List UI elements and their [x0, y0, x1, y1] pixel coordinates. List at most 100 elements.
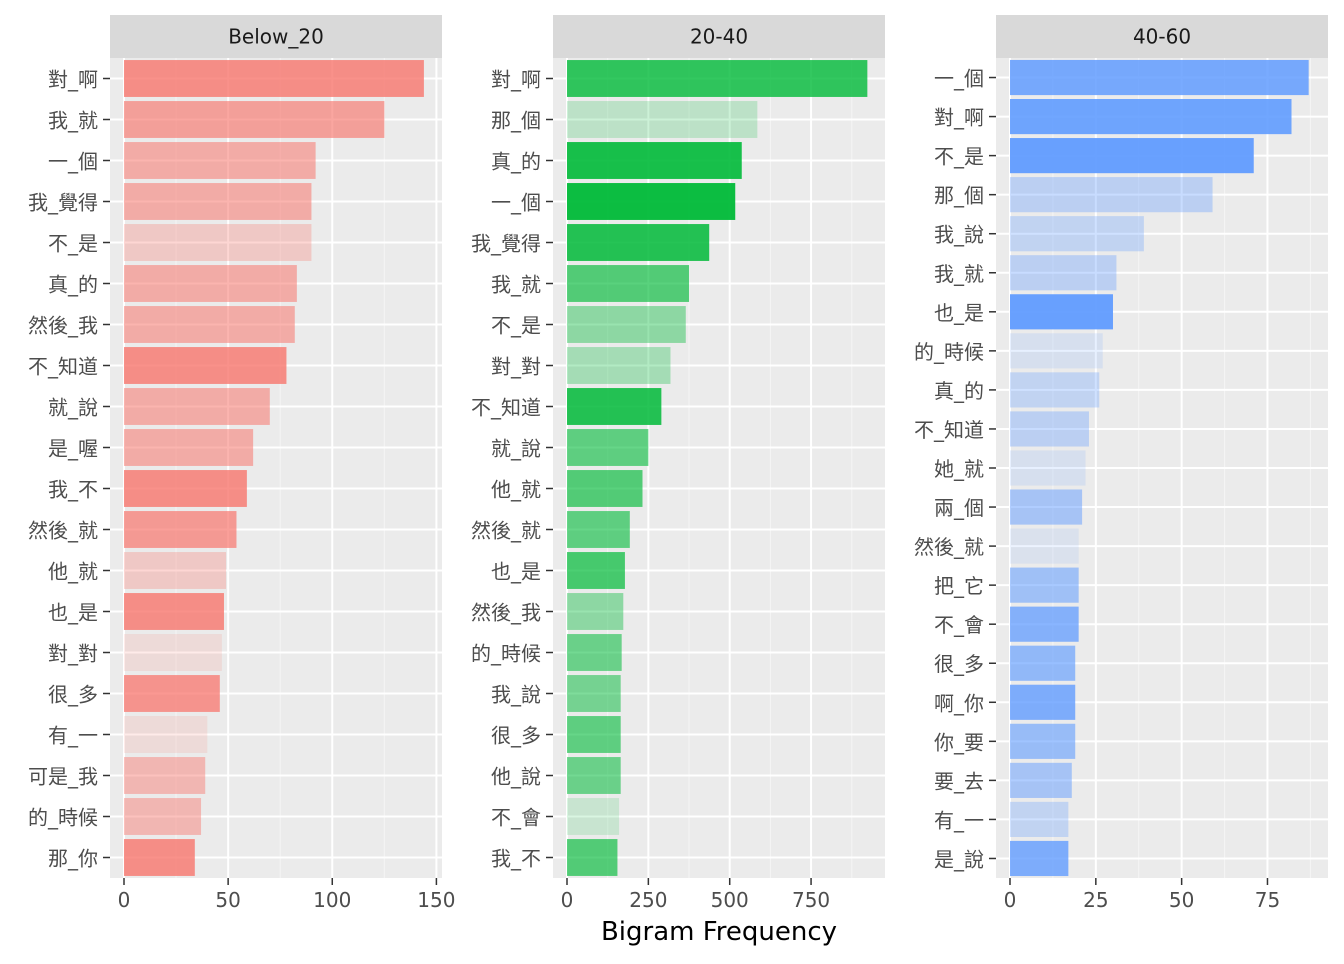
bar-5: [567, 265, 690, 302]
bar-9: [1010, 411, 1089, 447]
bar-16: [1010, 684, 1076, 720]
facet-strip-title: Below_20: [228, 25, 324, 49]
y-tick-label: 我_就: [491, 273, 541, 297]
bar-2: [1010, 138, 1254, 174]
bar-1: [124, 101, 385, 138]
bar-19: [567, 839, 618, 876]
x-tick-label: 250: [629, 888, 667, 912]
facet-strip: [110, 15, 442, 58]
y-tick-label: 的_時候: [471, 642, 541, 666]
y-tick-label: 她_就: [934, 457, 984, 481]
y-tick-label: 啊_你: [934, 691, 984, 715]
bar-4: [124, 224, 312, 261]
y-tick-label: 就_說: [48, 396, 98, 420]
bar-11: [567, 511, 630, 548]
y-tick-label: 就_說: [491, 437, 541, 461]
y-tick-label: 我_就: [934, 262, 984, 286]
y-tick-label: 真_的: [934, 379, 984, 403]
y-tick-label: 然後_我: [471, 601, 541, 625]
bar-6: [124, 306, 295, 343]
facet-panel-0: Below_20 對_啊我_就一_個我_覺得不_是真_的然後_我不_知道就_說是_…: [28, 15, 455, 912]
x-tick-label: 0: [1004, 888, 1017, 912]
bar-19: [1010, 801, 1069, 837]
y-tick-label: 有_一: [934, 808, 984, 832]
y-tick-label: 他_就: [48, 560, 98, 584]
y-tick-label: 那_個: [934, 184, 984, 208]
bar-2: [567, 142, 742, 179]
bar-16: [567, 716, 621, 753]
bar-7: [124, 347, 287, 384]
y-tick-label: 的_時候: [914, 340, 984, 364]
bar-12: [567, 552, 625, 589]
y-tick-label: 可是_我: [28, 765, 98, 789]
bar-5: [1010, 255, 1117, 291]
bar-3: [124, 183, 312, 220]
bar-0: [567, 60, 868, 97]
bar-17: [124, 757, 206, 794]
y-tick-label: 對_啊: [934, 106, 984, 130]
bar-14: [567, 634, 622, 671]
bar-13: [124, 593, 224, 630]
bar-9: [124, 429, 254, 466]
panel-background: [110, 58, 442, 878]
y-tick-label: 對_啊: [491, 68, 541, 92]
bar-14: [124, 634, 222, 671]
y-tick-label: 不_是: [934, 145, 984, 169]
y-tick-label: 是_喔: [48, 437, 98, 461]
bar-0: [1010, 59, 1309, 96]
y-tick-label: 那_個: [491, 109, 541, 133]
y-tick-label: 也_是: [48, 601, 98, 625]
bar-1: [567, 101, 758, 138]
bar-2: [124, 142, 316, 179]
bar-16: [124, 716, 208, 753]
y-tick-label: 然後_就: [471, 519, 541, 543]
y-tick-label: 我_說: [934, 223, 984, 247]
y-tick-label: 不_會: [934, 613, 984, 637]
bar-4: [1010, 216, 1144, 252]
bar-18: [1010, 762, 1072, 798]
bar-8: [124, 388, 270, 425]
x-tick-label: 750: [792, 888, 830, 912]
bar-13: [567, 593, 624, 630]
bar-9: [567, 429, 649, 466]
x-tick-label: 500: [711, 888, 749, 912]
facet-strip-title: 40-60: [1133, 25, 1191, 49]
bar-17: [567, 757, 621, 794]
y-tick-label: 然後_我: [28, 314, 98, 338]
y-tick-label: 真_的: [48, 273, 98, 297]
bar-10: [1010, 450, 1086, 486]
bar-15: [567, 675, 621, 712]
bar-18: [567, 798, 620, 835]
bar-1: [1010, 99, 1292, 135]
y-tick-label: 不_是: [491, 314, 541, 338]
bar-8: [567, 388, 662, 425]
bar-20: [1010, 840, 1069, 877]
bar-12: [124, 552, 227, 589]
y-tick-label: 我_覺得: [28, 191, 98, 215]
x-tick-label: 0: [118, 888, 131, 912]
bar-7: [567, 347, 671, 384]
y-tick-label: 不_知道: [28, 355, 98, 379]
facet-strip: [996, 15, 1328, 58]
y-tick-label: 然後_就: [914, 535, 984, 559]
y-tick-label: 對_對: [491, 355, 541, 379]
bar-8: [1010, 372, 1100, 408]
y-tick-label: 他_就: [491, 478, 541, 502]
y-tick-label: 很_多: [491, 724, 541, 748]
bar-12: [1010, 528, 1079, 564]
y-tick-label: 很_多: [934, 652, 984, 676]
bar-15: [124, 675, 220, 712]
x-tick-label: 25: [1083, 888, 1108, 912]
bar-5: [124, 265, 297, 302]
y-tick-label: 要_去: [934, 769, 984, 793]
y-tick-label: 是_說: [934, 847, 984, 871]
x-tick-label: 50: [1169, 888, 1194, 912]
x-tick-label: 0: [561, 888, 574, 912]
bar-10: [124, 470, 247, 507]
facet-panel-2: 40-60 一_個對_啊不_是那_個我_說我_就也_是的_時候真_的不_知道她_就…: [914, 15, 1328, 912]
y-tick-label: 的_時候: [28, 806, 98, 830]
y-tick-label: 兩_個: [934, 496, 984, 520]
y-tick-label: 對_對: [48, 642, 98, 666]
